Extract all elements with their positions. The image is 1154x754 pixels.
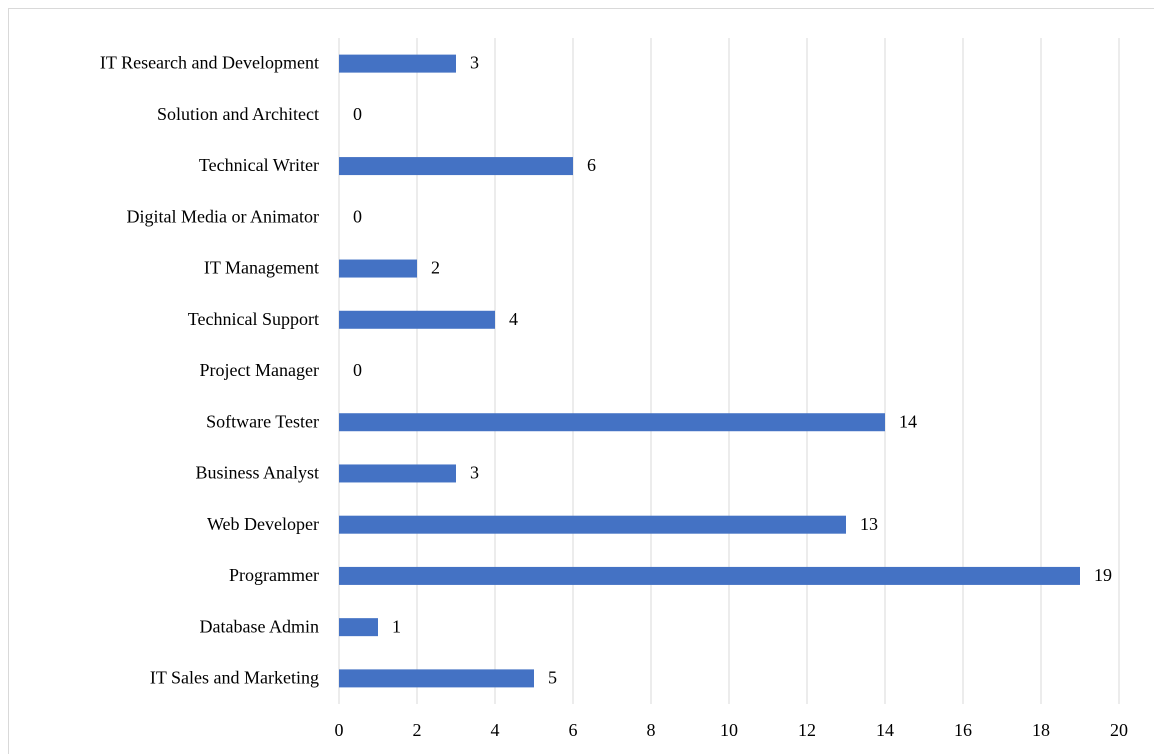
data-label: 0 — [353, 104, 362, 124]
y-tick-label: Technical Support — [188, 309, 319, 329]
bar — [339, 54, 456, 73]
bar — [339, 566, 1080, 585]
x-tick-label: 0 — [335, 720, 344, 740]
data-label: 19 — [1094, 565, 1112, 585]
bar — [339, 464, 456, 483]
bar — [339, 157, 573, 176]
y-tick-label: Project Manager — [200, 360, 319, 380]
y-tick-label: IT Sales and Marketing — [150, 668, 319, 688]
data-label: 1 — [392, 616, 401, 636]
bar — [339, 259, 417, 278]
data-label: 4 — [509, 309, 518, 329]
y-tick-label: Solution and Architect — [157, 104, 319, 124]
bar — [339, 310, 495, 329]
chart-border — [8, 8, 1154, 754]
y-tick-label: Software Tester — [206, 411, 319, 431]
data-label: 3 — [470, 53, 479, 73]
y-tick-label: IT Management — [204, 258, 319, 278]
data-label: 3 — [470, 463, 479, 483]
x-tick-label: 8 — [647, 720, 656, 740]
data-label: 2 — [431, 258, 440, 278]
x-tick-label: 4 — [491, 720, 500, 740]
data-label: 5 — [548, 668, 557, 688]
y-tick-label: IT Research and Development — [100, 53, 319, 73]
data-label: 14 — [899, 411, 917, 431]
y-tick-label: Business Analyst — [195, 463, 319, 483]
data-label: 0 — [353, 360, 362, 380]
y-tick-label: Digital Media or Animator — [127, 206, 319, 226]
bar — [339, 618, 378, 637]
data-label: 0 — [353, 206, 362, 226]
bar — [339, 669, 534, 688]
x-tick-label: 6 — [569, 720, 578, 740]
x-tick-label: 16 — [954, 720, 972, 740]
x-tick-label: 2 — [413, 720, 422, 740]
x-tick-label: 10 — [720, 720, 738, 740]
x-tick-label: 14 — [876, 720, 894, 740]
y-tick-label: Web Developer — [207, 514, 319, 534]
data-label: 6 — [587, 155, 596, 175]
data-label: 13 — [860, 514, 878, 534]
x-tick-label: 20 — [1110, 720, 1128, 740]
bar — [339, 515, 846, 534]
y-tick-label: Database Admin — [200, 616, 319, 636]
bar — [339, 413, 885, 432]
x-tick-label: 18 — [1032, 720, 1050, 740]
y-tick-label: Programmer — [229, 565, 319, 585]
y-tick-label: Technical Writer — [199, 155, 319, 175]
x-tick-label: 12 — [798, 720, 816, 740]
